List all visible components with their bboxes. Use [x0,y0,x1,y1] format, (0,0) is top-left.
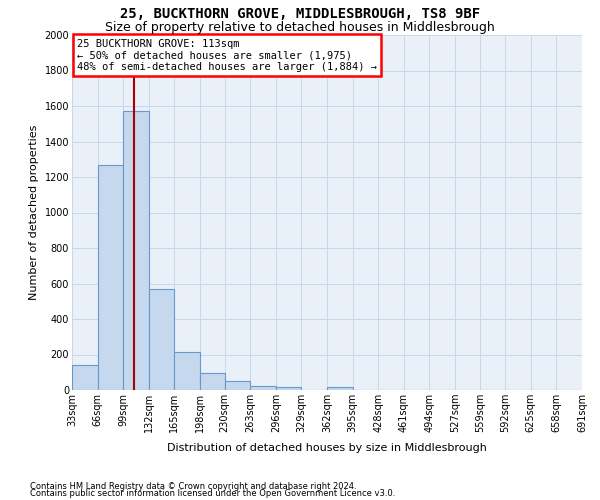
Bar [200,373,224,390]
Y-axis label: Number of detached properties: Number of detached properties [29,125,39,300]
Bar [98,166,123,390]
Bar [149,289,175,390]
Text: Contains public sector information licensed under the Open Government Licence v3: Contains public sector information licen… [30,488,395,498]
Bar [123,112,149,390]
Bar [276,388,301,390]
Bar [224,381,250,390]
Bar [72,365,98,390]
Text: 25 BUCKTHORN GROVE: 113sqm
← 50% of detached houses are smaller (1,975)
48% of s: 25 BUCKTHORN GROVE: 113sqm ← 50% of deta… [77,38,377,72]
Bar [250,386,276,390]
Text: Contains HM Land Registry data © Crown copyright and database right 2024.: Contains HM Land Registry data © Crown c… [30,482,356,491]
Bar [327,388,353,390]
X-axis label: Distribution of detached houses by size in Middlesbrough: Distribution of detached houses by size … [167,444,487,454]
Text: 25, BUCKTHORN GROVE, MIDDLESBROUGH, TS8 9BF: 25, BUCKTHORN GROVE, MIDDLESBROUGH, TS8 … [120,8,480,22]
Bar [175,352,200,390]
Text: Size of property relative to detached houses in Middlesbrough: Size of property relative to detached ho… [105,21,495,34]
